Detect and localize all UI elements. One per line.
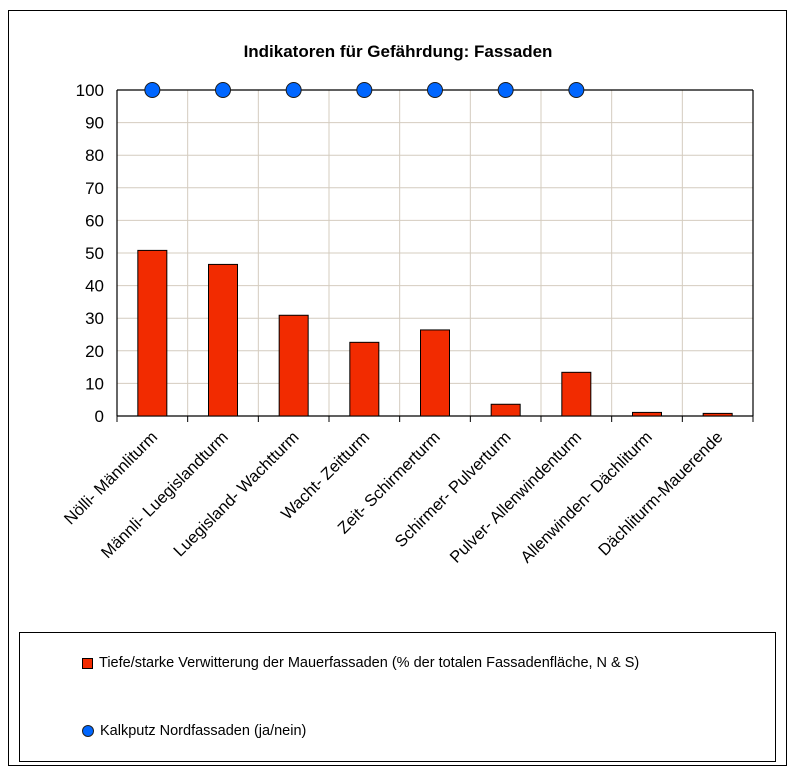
marker-circle [215,82,231,98]
y-tick-label: 70 [85,179,104,198]
marker-circle [497,82,514,98]
y-tick-label: 100 [76,81,104,100]
marker-circle [356,82,373,98]
red-square-icon [82,657,93,669]
category-label: Männli- Luegislandturm [98,428,232,562]
legend-item-verwitterung: Tiefe/starke Verwitterung der Mauerfassa… [82,655,639,671]
marker-circle [144,82,161,98]
y-tick-label: 40 [85,277,104,296]
legend-item-kalkputz: Kalkputz Nordfassaden (ja/nein) [82,723,306,739]
legend: Tiefe/starke Verwitterung der Mauerfassa… [19,632,776,762]
bar [420,329,450,417]
legend-label: Kalkputz Nordfassaden (ja/nein) [100,723,307,739]
bar [632,411,662,417]
y-tick-label: 60 [85,211,104,230]
category-label: Dächliturm-Mauerende [595,428,726,559]
y-tick-label: 30 [85,309,104,328]
category-label: Luegisland- Wachtturm [170,428,302,560]
y-tick-label: 20 [85,342,104,361]
y-tick-label: 10 [85,374,104,393]
y-tick-label: 80 [85,146,104,165]
category-label: Pulver- Allenwindenturm [447,428,586,567]
marker-circle [568,82,585,98]
y-tick-label: 50 [85,244,104,263]
bar [349,341,380,417]
category-label: Allenwinden- Dächliturm [517,428,656,567]
blue-circle-icon [82,725,94,737]
bar [278,314,309,417]
y-tick-label: 0 [95,407,104,426]
category-label: Schirmer- Pulverturm [392,428,515,551]
bar [702,412,733,417]
marker-circle [285,82,302,98]
legend-label: Tiefe/starke Verwitterung der Mauerfassa… [99,655,640,671]
marker-circle [427,82,443,98]
chart-title: Indikatoren für Gefährdung: Fassaden [243,42,553,61]
bar [561,371,592,417]
y-tick-label: 90 [85,114,104,133]
bar [208,263,238,417]
bar [490,403,521,417]
bar [137,249,168,417]
